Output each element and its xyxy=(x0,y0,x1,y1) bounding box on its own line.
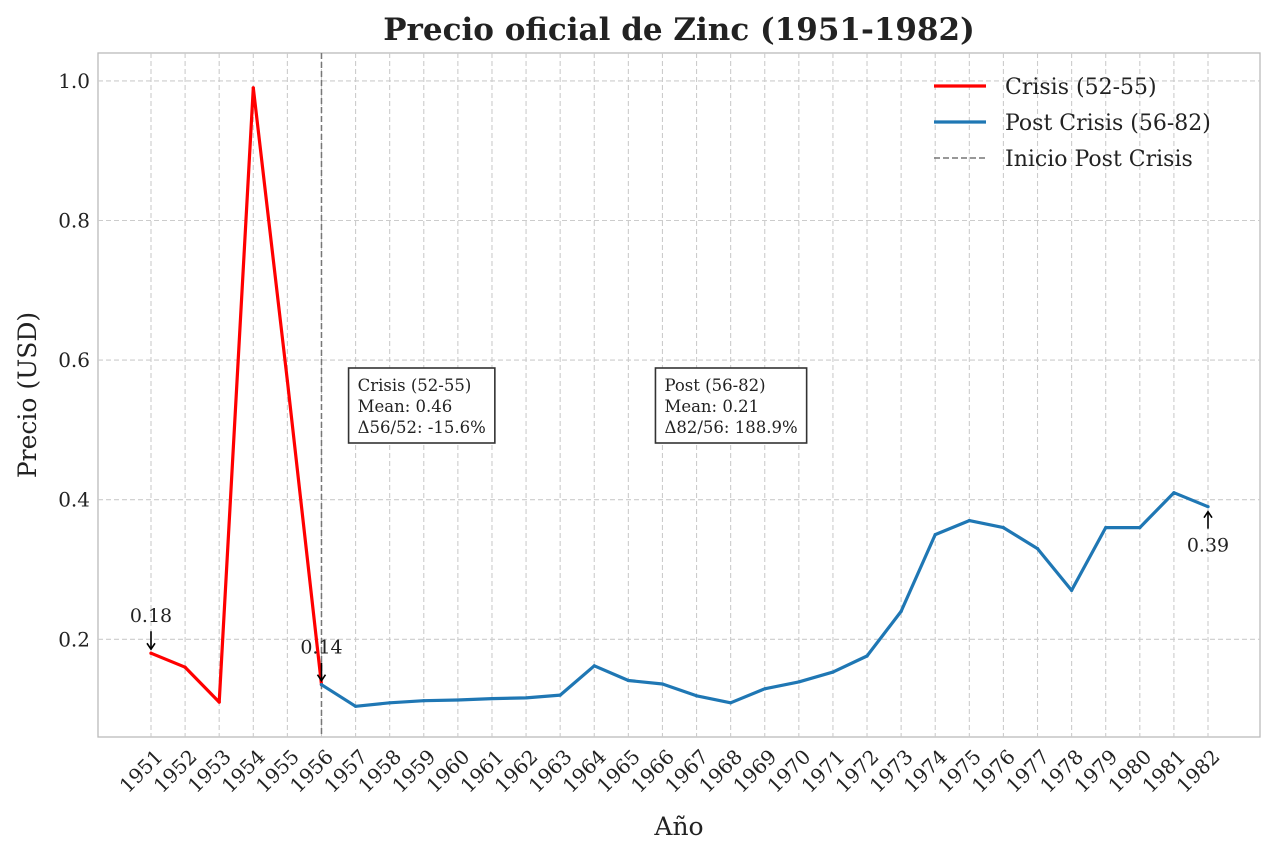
series-1-point xyxy=(763,687,767,691)
series-1-point xyxy=(1172,491,1176,495)
annotation-label: 0.14 xyxy=(300,637,342,659)
series-1-point xyxy=(660,682,665,686)
series-0-point xyxy=(217,700,221,704)
series-1-point xyxy=(933,532,937,537)
stat-box-line: Δ82/56: 188.9% xyxy=(664,418,797,437)
y-tick-label: 1.0 xyxy=(58,69,90,93)
series-1-point xyxy=(626,678,630,683)
stat-box-line: Mean: 0.46 xyxy=(358,397,453,416)
stat-box-line: Mean: 0.21 xyxy=(664,397,759,416)
annotation-label: 0.18 xyxy=(130,605,172,627)
series-1-point xyxy=(1035,546,1040,551)
legend-item-1: Post Crisis (56-82) xyxy=(934,111,1211,136)
series-0-point xyxy=(149,651,153,655)
stat-boxes: Crisis (52-55) Mean: 0.46 Δ56/52: -15.6% Po… xyxy=(347,367,808,444)
series-1-point xyxy=(422,699,426,703)
series-0-point xyxy=(285,379,289,383)
value-annotation: 0.14 xyxy=(300,637,343,683)
series-1-point xyxy=(1206,505,1210,509)
series-1-point xyxy=(865,654,869,658)
annotation-label: 0.39 xyxy=(1187,535,1229,557)
stat-box-1: Post (56-82) Mean: 0.21 Δ82/56: 188.9% xyxy=(654,367,808,444)
y-axis-label: Precio (USD) xyxy=(13,312,42,478)
y-tick-labels: 0.2 0.4 0.6 0.8 1.0 xyxy=(58,69,90,651)
legend-label: Inicio Post Crisis xyxy=(1005,147,1193,172)
legend-item-2: Inicio Post Crisis xyxy=(934,147,1193,172)
series-1-point xyxy=(1001,526,1006,530)
series-1-point xyxy=(1104,526,1108,530)
series-1-point xyxy=(524,696,528,700)
series-1-point xyxy=(729,701,733,705)
series-lines xyxy=(149,86,1210,708)
series-1-point xyxy=(694,694,699,698)
series-1-point xyxy=(797,680,801,684)
series-1-point xyxy=(353,704,358,708)
legend-label: Crisis (52-55) xyxy=(1005,75,1157,100)
x-axis-label: Año xyxy=(653,812,703,841)
series-0-point xyxy=(183,665,187,669)
series-1-point xyxy=(831,670,835,674)
series-1-point xyxy=(456,698,460,702)
y-tick-label: 0.8 xyxy=(58,209,90,233)
series-line-0 xyxy=(149,86,324,704)
stat-box-frame xyxy=(347,367,496,444)
y-tick-label: 0.6 xyxy=(58,348,90,372)
series-1-point xyxy=(319,683,324,687)
legend-item-0: Crisis (52-55) xyxy=(934,75,1157,100)
value-annotation: 0.39 xyxy=(1187,510,1229,557)
series-1-point xyxy=(1138,526,1142,530)
series-1-point xyxy=(1070,588,1074,593)
stat-box-0: Crisis (52-55) Mean: 0.46 Δ56/52: -15.6% xyxy=(347,367,496,444)
series-1-point xyxy=(899,609,903,613)
grid-lines xyxy=(98,53,1260,737)
legend: Crisis (52-55) Post Crisis (56-82) Inicio … xyxy=(934,75,1211,172)
annotations: 0.18 0.14 0.39 xyxy=(130,510,1229,683)
stat-box-line: Post (56-82) xyxy=(664,376,765,395)
y-tick-label: 0.2 xyxy=(58,627,90,651)
legend-label: Post Crisis (56-82) xyxy=(1005,111,1211,136)
x-tick-labels: 1951195219531954195519561957195819591960… xyxy=(115,745,1225,798)
series-1-point xyxy=(967,519,971,523)
series-1-point xyxy=(490,697,494,701)
stat-box-frame xyxy=(654,367,808,444)
chart-title: Precio oficial de Zinc (1951-1982) xyxy=(383,12,975,48)
stat-box-line: Δ56/52: -15.6% xyxy=(358,418,486,437)
value-annotation: 0.18 xyxy=(130,605,172,651)
series-1-point xyxy=(388,701,392,705)
series-0-point xyxy=(251,86,255,90)
series-1-point xyxy=(592,664,596,668)
y-tick-label: 0.4 xyxy=(58,488,90,512)
stat-box-line: Crisis (52-55) xyxy=(358,376,472,395)
series-1-point xyxy=(558,693,562,697)
